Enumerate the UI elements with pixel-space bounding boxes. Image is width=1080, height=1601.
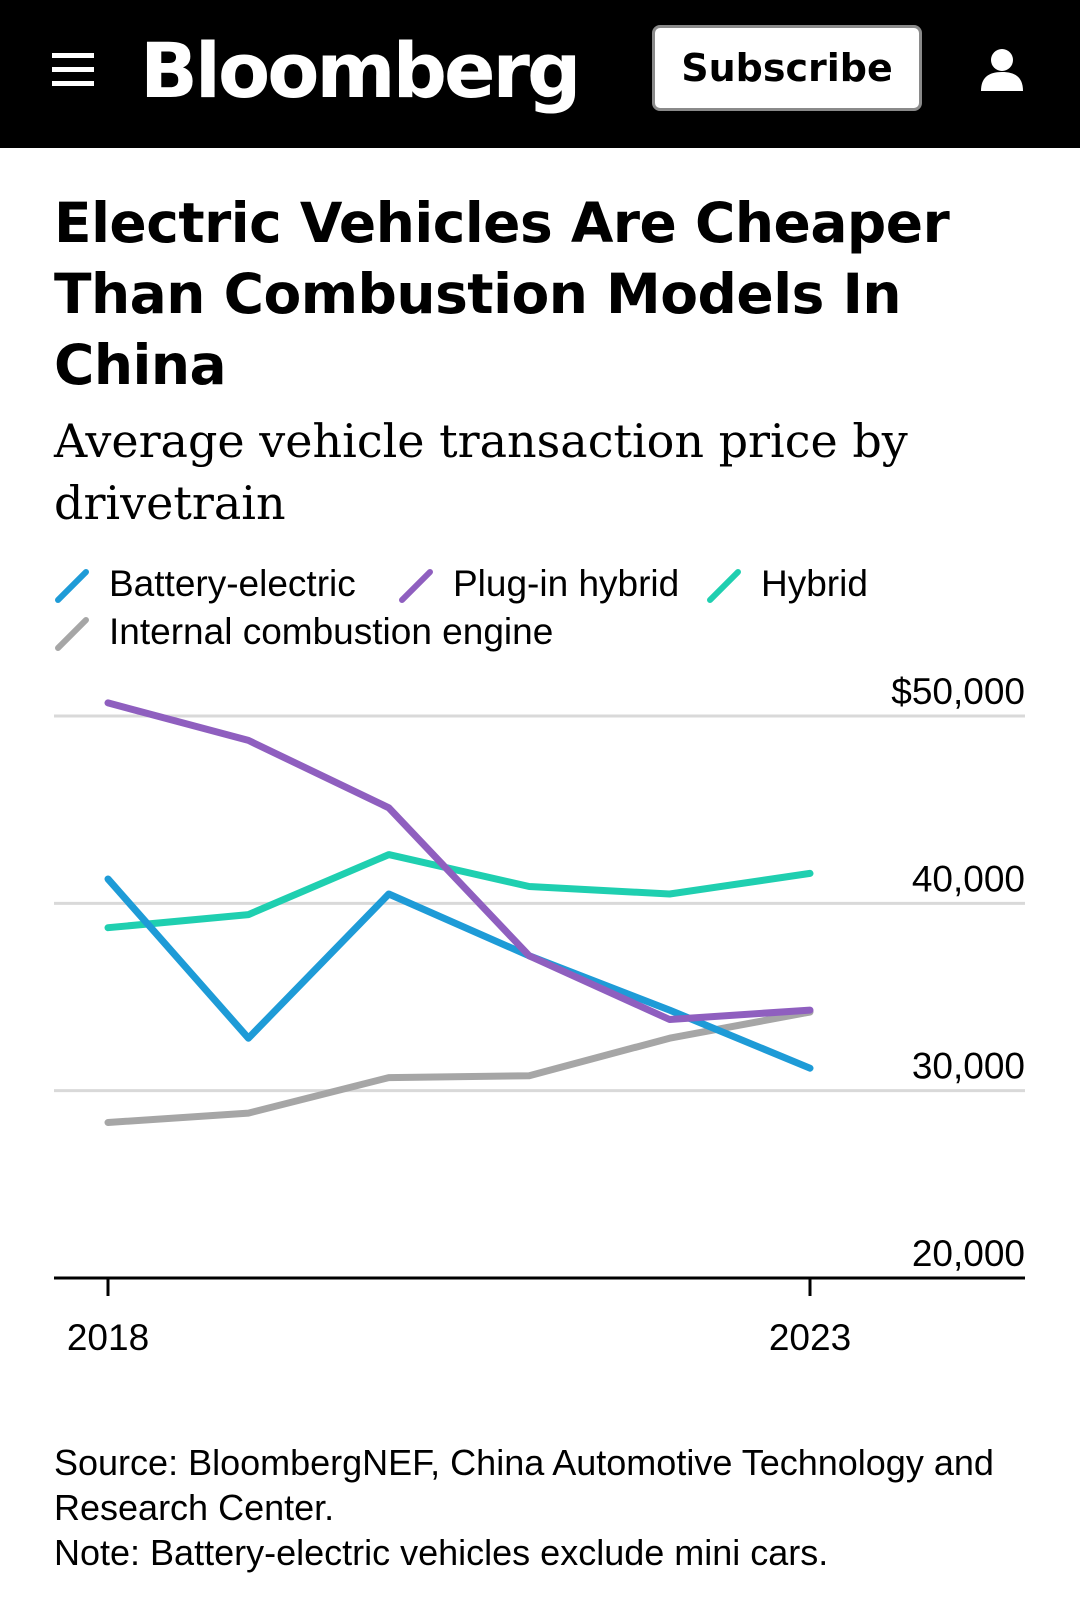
legend-label: Hybrid (761, 563, 868, 604)
y-tick-label: 20,000 (912, 1233, 1025, 1274)
user-account-icon[interactable] (980, 48, 1024, 92)
top-bar: Bloomberg Subscribe (0, 0, 1080, 148)
legend-swatch-battery-electric (55, 569, 89, 603)
article-title: Electric Vehicles Are Cheaper Than Combu… (54, 191, 950, 397)
series-line-plug-in-hybrid (104, 699, 814, 1023)
footnote: Note: Battery-electric vehicles exclude … (54, 1532, 829, 1573)
y-tick-label: 40,000 (912, 858, 1025, 899)
legend-label: Battery-electric (109, 563, 356, 604)
series-line-hybrid (104, 851, 814, 932)
bloomberg-logo[interactable]: Bloomberg (140, 26, 581, 115)
y-tick-label: 30,000 (912, 1046, 1025, 1087)
legend-swatch-plug-in-hybrid (399, 569, 433, 603)
hamburger-menu-icon[interactable] (52, 53, 94, 87)
line-chart: $50,000 40,000 30,000 20,000 2018 2023 (54, 671, 1025, 1358)
x-tick-label: 2023 (769, 1317, 851, 1358)
x-tick-label: 2018 (67, 1317, 149, 1358)
series-line-internal-combustion-engine (104, 1008, 814, 1126)
legend-swatch-internal-combustion-engine (55, 617, 89, 651)
legend-label: Internal combustion engine (109, 611, 554, 652)
legend-swatch-hybrid (707, 569, 741, 603)
subscribe-button[interactable]: Subscribe (652, 25, 922, 111)
y-tick-label: $50,000 (891, 671, 1025, 712)
legend-label: Plug-in hybrid (453, 563, 680, 604)
chart-subtitle: Average vehicle transaction price by dri… (54, 414, 908, 530)
chart-footer: Source: BloombergNEF, China Automotive T… (54, 1440, 1054, 1575)
series-line-battery-electric (104, 875, 814, 1072)
source-note: Source: BloombergNEF, China Automotive T… (54, 1442, 994, 1528)
